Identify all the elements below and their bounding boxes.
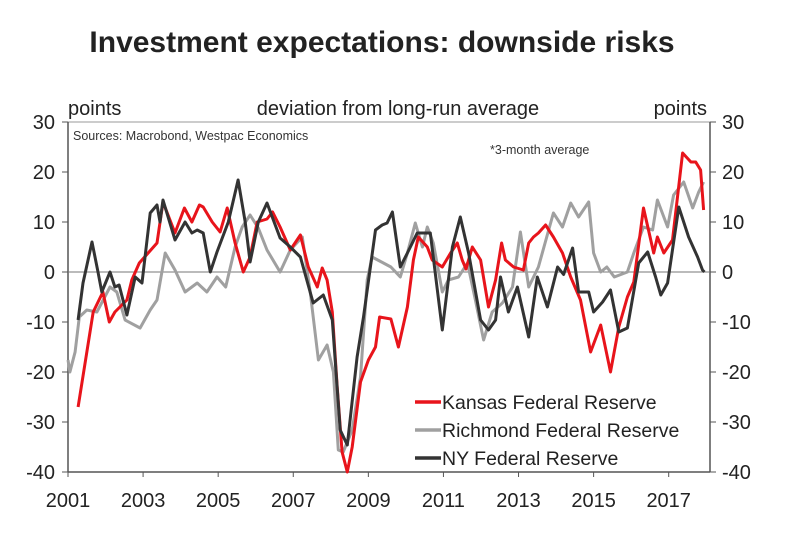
legend-label: Kansas Federal Reserve — [442, 392, 657, 414]
source-note: Sources: Macrobond, Westpac Economics — [73, 129, 308, 143]
y-tick-label-right: -20 — [722, 362, 751, 384]
y-tick-label-right: -30 — [722, 412, 751, 434]
x-tick-label: 2005 — [196, 490, 241, 512]
average-note: *3-month average — [490, 143, 589, 157]
y-tick-label-left: 30 — [33, 112, 55, 134]
y-tick-label-left: 20 — [33, 162, 55, 184]
y-tick-label-right: 10 — [722, 212, 744, 234]
legend-label: NY Federal Reserve — [442, 448, 618, 470]
x-tick-label: 2001 — [46, 490, 91, 512]
x-tick-label: 2009 — [346, 490, 391, 512]
x-tick-label: 2003 — [121, 490, 166, 512]
y-tick-label-left: -40 — [26, 462, 55, 484]
right-axis-unit: points — [654, 98, 707, 120]
x-tick-label: 2015 — [571, 490, 616, 512]
y-tick-label-right: -40 — [722, 462, 751, 484]
y-tick-label-left: 0 — [44, 262, 55, 284]
x-tick-label: 2017 — [646, 490, 691, 512]
y-tick-label-left: 10 — [33, 212, 55, 234]
legend: Kansas Federal Reserve Richmond Federal R… — [415, 392, 679, 470]
x-tick-label: 2013 — [496, 490, 541, 512]
y-tick-label-left: -10 — [26, 312, 55, 334]
x-tick-label: 2011 — [422, 490, 465, 512]
legend-label: Richmond Federal Reserve — [442, 420, 679, 442]
y-tick-label-left: -30 — [26, 412, 55, 434]
series-line-kansas-federal-reserve — [76, 151, 706, 474]
x-tick-label: 2007 — [271, 490, 316, 512]
y-tick-label-right: 20 — [722, 162, 744, 184]
chart-title: Investment expectations: downside risks — [89, 26, 674, 59]
y-tick-label-right: 30 — [722, 112, 744, 134]
y-tick-label-right: -10 — [722, 312, 751, 334]
series-line-richmond-federal-reserve — [66, 180, 705, 454]
series-line-ny-federal-reserve — [76, 178, 706, 447]
y-tick-label-right: 0 — [722, 262, 733, 284]
left-axis-unit: points — [68, 98, 121, 120]
y-tick-label-left: -20 — [26, 362, 55, 384]
center-axis-label: deviation from long-run average — [257, 98, 539, 120]
